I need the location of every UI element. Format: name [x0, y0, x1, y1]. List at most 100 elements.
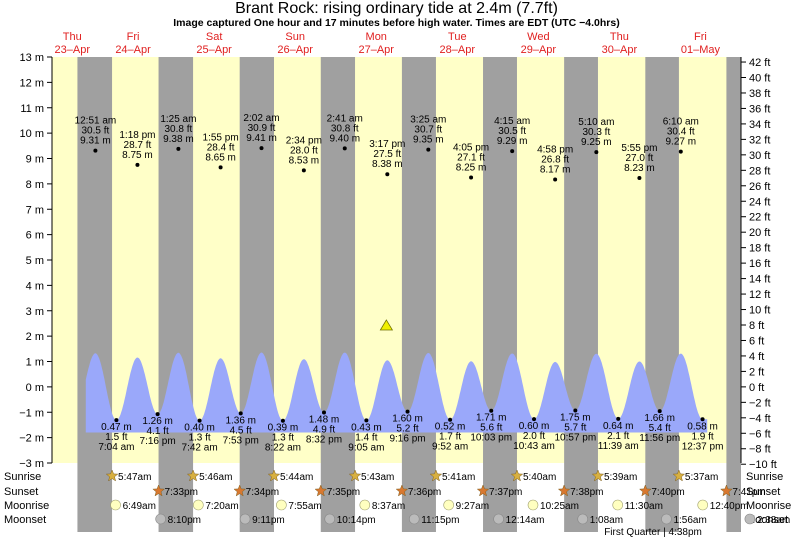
row-label-left: Moonset	[4, 514, 46, 526]
low-tide-time: 7:16 pm	[140, 436, 176, 447]
low-tide-time: 7:53 pm	[223, 435, 259, 446]
y-right-tick-label: 14 ft	[749, 274, 770, 286]
high-tide-time: 12:51 am	[75, 116, 117, 127]
high-tide-ft: 27.0 ft	[626, 153, 654, 164]
moonset-icon	[239, 513, 251, 525]
high-tide-dot	[135, 162, 140, 167]
y-left-tick-label: 3 m	[26, 306, 44, 318]
row-label-area	[0, 464, 52, 539]
night-band	[77, 57, 113, 532]
high-tide-time: 1:25 am	[160, 114, 196, 125]
y-right-tick-label: 26 ft	[749, 181, 770, 193]
y-left-tick-label: 2 m	[26, 331, 44, 343]
y-right-tick-label: −2 ft	[749, 397, 771, 409]
y-right-tick-label: −4 ft	[749, 413, 771, 425]
low-tide-m: 0.39 m	[268, 423, 299, 434]
high-tide-dot	[342, 146, 347, 151]
sunset-time: 7:38pm	[570, 487, 603, 498]
high-tide-m: 9.25 m	[581, 137, 612, 148]
high-tide-dot	[510, 149, 515, 154]
y-right-tick-label: 40 ft	[749, 73, 770, 85]
high-tide-m: 8.38 m	[372, 159, 403, 170]
high-tide-dot	[469, 175, 474, 180]
moonrise-time: 7:20am	[205, 501, 238, 512]
row-label-right: Sunset	[746, 486, 780, 498]
high-tide-time: 1:18 pm	[119, 130, 155, 141]
night-band	[158, 57, 194, 532]
high-tide-ft: 30.5 ft	[81, 126, 109, 137]
moonrise-time: 7:55am	[288, 501, 321, 512]
moonset-icon	[577, 513, 588, 525]
moon-phase-note: First Quarter | 4:38pm	[604, 527, 702, 538]
high-tide-dot	[553, 177, 558, 182]
sunrise-icon	[267, 469, 281, 482]
y-left-tick-label: 7 m	[26, 204, 44, 216]
day-date: 01–May	[681, 44, 721, 56]
high-tide-ft: 28.4 ft	[207, 142, 235, 153]
sunrise-icon	[672, 469, 686, 482]
y-right-tick-label: 42 ft	[749, 57, 770, 69]
high-tide-ft: 30.5 ft	[498, 126, 526, 137]
low-tide-ft: 1.4 ft	[355, 432, 377, 443]
day-date: 29–Apr	[521, 44, 557, 56]
day-date: 27–Apr	[358, 44, 394, 56]
low-tide-dot	[197, 418, 202, 423]
moonset-time: 10:14pm	[337, 515, 376, 526]
y-right-tick-label: −8 ft	[749, 444, 771, 456]
y-right-tick-label: 30 ft	[749, 150, 770, 162]
high-tide-dot	[218, 165, 223, 170]
low-tide-m: 0.64 m	[603, 421, 634, 432]
high-tide-dot	[176, 146, 181, 151]
tide-area	[85, 352, 708, 433]
high-tide-ft: 27.5 ft	[373, 149, 401, 160]
high-tide-ft: 27.1 ft	[457, 153, 485, 164]
moonrise-icon	[359, 499, 371, 511]
low-tide-ft: 5.4 ft	[649, 423, 671, 434]
high-tide-time: 2:41 am	[327, 113, 363, 124]
low-tide-m: 1.66 m	[644, 413, 675, 424]
sunset-icon	[720, 484, 733, 497]
moonrise-icon	[276, 499, 287, 511]
moonset-icon	[155, 513, 166, 525]
low-tide-m: 1.71 m	[476, 413, 507, 424]
y-right-tick-label: −10 ft	[749, 459, 777, 471]
low-tide-dot	[489, 408, 494, 413]
high-tide-time: 2:34 pm	[286, 135, 322, 146]
current-tide-marker	[379, 319, 394, 331]
chart-subtitle: Image captured One hour and 17 minutes b…	[173, 17, 620, 29]
low-tide-m: 0.43 m	[351, 422, 382, 433]
day-date: 30–Apr	[602, 44, 638, 56]
day-of-week: Sun	[285, 31, 305, 43]
high-tide-m: 9.29 m	[497, 136, 528, 147]
high-tide-m: 8.25 m	[456, 163, 487, 174]
moonrise-time: 8:37am	[372, 501, 405, 512]
sunset-time: 7:37pm	[489, 487, 522, 498]
day-date: 25–Apr	[196, 44, 232, 56]
row-label-area	[741, 464, 793, 539]
low-tide-dot	[532, 417, 537, 422]
moonrise-icon	[443, 499, 454, 511]
sunset-time: 7:36pm	[408, 487, 441, 498]
high-tide-ft: 30.4 ft	[667, 127, 695, 138]
moonset-time: 1:08am	[590, 515, 623, 526]
low-tide-m: 1.60 m	[392, 414, 423, 425]
night-band	[483, 57, 517, 532]
high-tide-time: 6:10 am	[663, 117, 699, 128]
chart-title: Brant Rock: rising ordinary tide at 2.4m…	[235, 0, 558, 17]
low-tide-m: 1.48 m	[309, 414, 340, 425]
y-right-tick-label: −6 ft	[749, 428, 771, 440]
y-right-tick-label: 18 ft	[749, 243, 770, 255]
low-tide-time: 10:43 am	[513, 441, 555, 452]
moonset-icon	[661, 513, 672, 525]
sunrise-icon	[105, 469, 119, 482]
high-tide-time: 5:10 am	[578, 117, 614, 128]
day-of-week: Wed	[527, 31, 549, 43]
row-label-left: Sunrise	[4, 471, 41, 483]
sunrise-icon	[429, 469, 443, 482]
sunrise-time: 5:37am	[685, 472, 718, 483]
high-tide-time: 1:55 pm	[203, 132, 239, 143]
low-tide-dot	[364, 418, 369, 423]
sunset-time: 7:35pm	[327, 487, 360, 498]
sunrise-icon	[591, 469, 605, 482]
